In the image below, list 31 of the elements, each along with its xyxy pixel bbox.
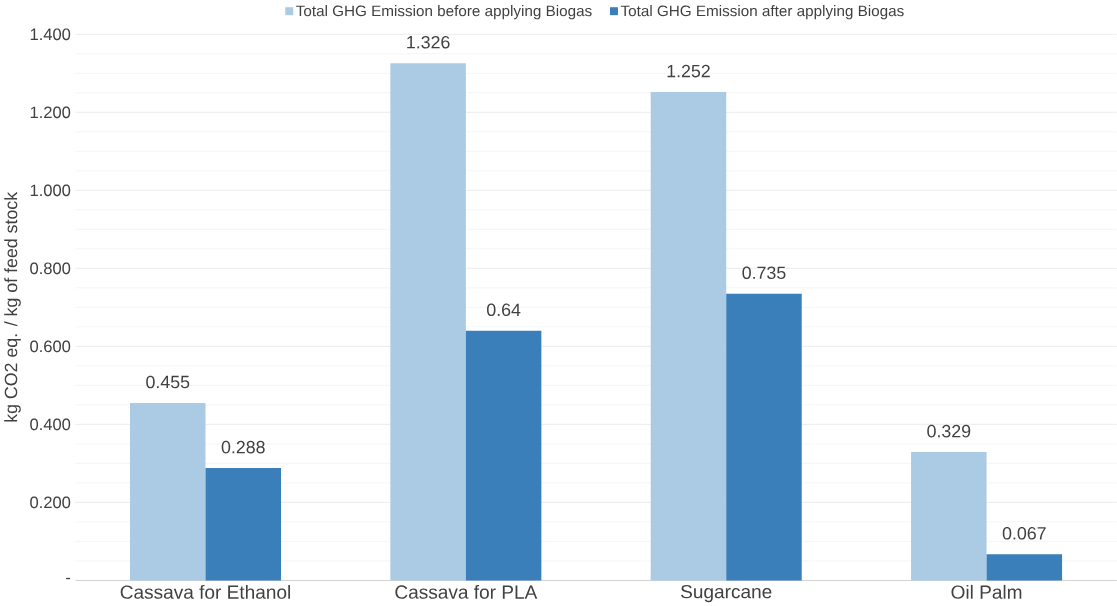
bar	[650, 91, 727, 581]
bar	[205, 467, 282, 581]
bar	[726, 293, 802, 581]
data-label: 0.329	[927, 424, 971, 438]
data-label: 0.455	[146, 375, 190, 389]
bar	[390, 62, 466, 581]
data-label: 0.067	[1002, 526, 1046, 540]
bar	[911, 451, 987, 581]
data-label: 0.288	[221, 440, 265, 454]
legend-label: Total GHG Emission before applying Biogas	[296, 4, 592, 20]
y-tick-label: 0.200	[30, 496, 71, 509]
y-axis-title: kg CO2 eq. / kg of feed stock	[4, 191, 21, 422]
bar	[986, 554, 1063, 581]
y-tick-label: -	[66, 577, 71, 579]
data-label: 1.252	[667, 64, 710, 78]
y-tick-label: 0.800	[30, 262, 71, 274]
data-label: 0.64	[487, 303, 521, 316]
x-tick-label: Oil Palm	[951, 584, 1022, 599]
data-label: 0.735	[742, 266, 786, 279]
y-tick-label: 1.000	[30, 184, 71, 196]
y-tick-label: 1.200	[30, 106, 71, 118]
y-tick-label: 0.600	[30, 340, 71, 353]
data-label: 1.326	[407, 35, 450, 49]
x-tick-label: Cassava for PLA	[395, 584, 538, 599]
bar	[465, 330, 542, 581]
legend-label: Total GHG Emission after applying Biogas	[620, 4, 904, 20]
y-tick-label: 1.400	[30, 28, 71, 40]
x-tick-label: Cassava for Ethanol	[120, 584, 290, 599]
x-tick-label: Sugarcane	[681, 584, 772, 602]
y-tick-label: 0.400	[30, 418, 71, 431]
bar	[130, 402, 206, 581]
